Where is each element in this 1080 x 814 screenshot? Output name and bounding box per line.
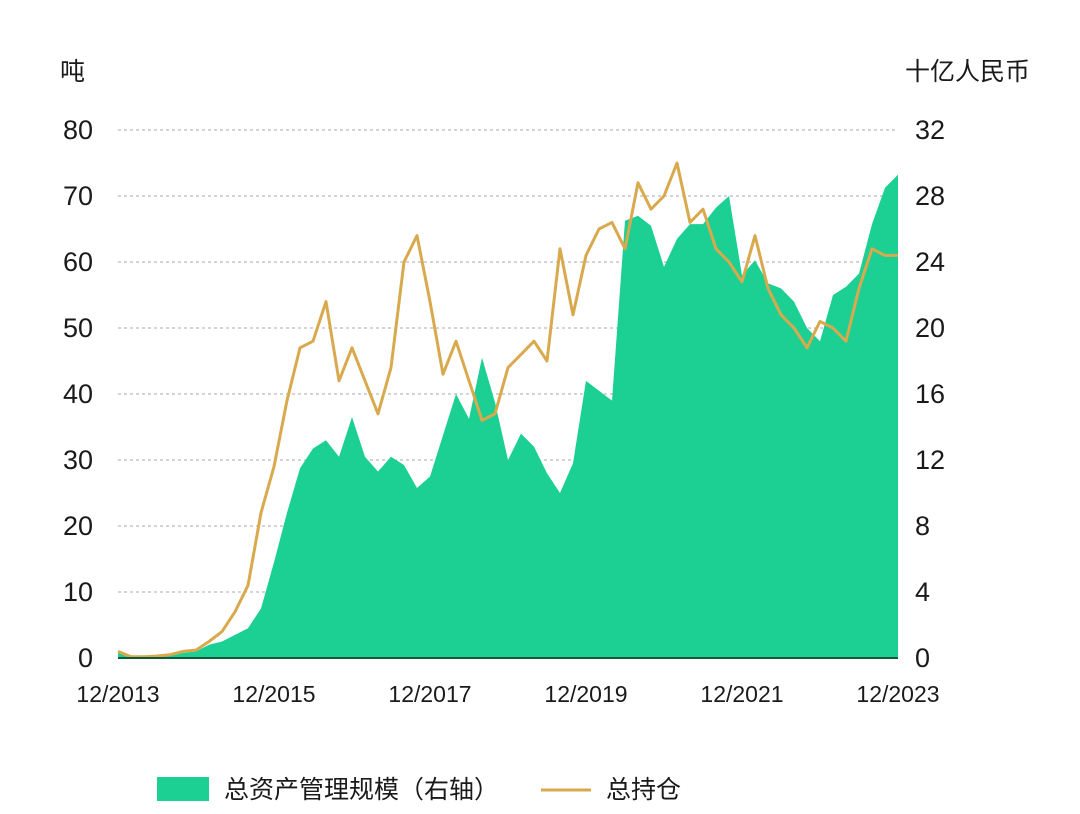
right-axis-unit: 十亿人民币	[905, 57, 1030, 86]
right-tick-label: 0	[915, 643, 930, 673]
left-axis-unit: 吨	[60, 57, 85, 86]
right-tick-label: 12	[915, 445, 945, 475]
x-tick-label: 12/2019	[544, 681, 627, 707]
legend-label-area: 总资产管理规模（右轴）	[224, 775, 499, 804]
right-tick-label: 32	[915, 115, 945, 145]
right-tick-label: 8	[915, 511, 930, 541]
left-tick-label: 20	[63, 511, 93, 541]
line-series-holdings	[117, 161, 898, 659]
left-tick-label: 40	[63, 379, 93, 409]
x-tick-label: 12/2017	[388, 681, 471, 707]
left-tick-label: 30	[63, 445, 93, 475]
left-tick-label: 0	[78, 643, 93, 673]
left-tick-label: 60	[63, 247, 93, 277]
x-axis-ticks: 12/2013 12/2015 12/2017 12/2019 12/2021 12/20…	[76, 681, 939, 707]
x-tick-label: 12/2023	[856, 681, 939, 707]
x-tick-label: 12/2021	[700, 681, 783, 707]
right-tick-label: 28	[915, 181, 945, 211]
area-series-aum	[118, 174, 898, 658]
left-tick-label: 80	[63, 115, 93, 145]
right-tick-label: 24	[915, 247, 945, 277]
x-tick-label: 12/2013	[76, 681, 159, 707]
left-tick-label: 10	[63, 577, 93, 607]
x-tick-label: 12/2015	[232, 681, 315, 707]
right-tick-label: 16	[915, 379, 945, 409]
right-tick-label: 4	[915, 577, 930, 607]
right-tick-label: 20	[915, 313, 945, 343]
left-axis-ticks: 0 10 20 30 40 50 60 70 80	[63, 115, 93, 673]
legend-label-line: 总持仓	[606, 775, 681, 804]
legend: 总资产管理规模（右轴） 总持仓	[157, 775, 681, 804]
left-tick-label: 70	[63, 181, 93, 211]
left-tick-label: 50	[63, 313, 93, 343]
legend-swatch-area	[157, 777, 209, 801]
right-axis-ticks: 0 4 8 12 16 20 24 28 32	[915, 115, 945, 673]
